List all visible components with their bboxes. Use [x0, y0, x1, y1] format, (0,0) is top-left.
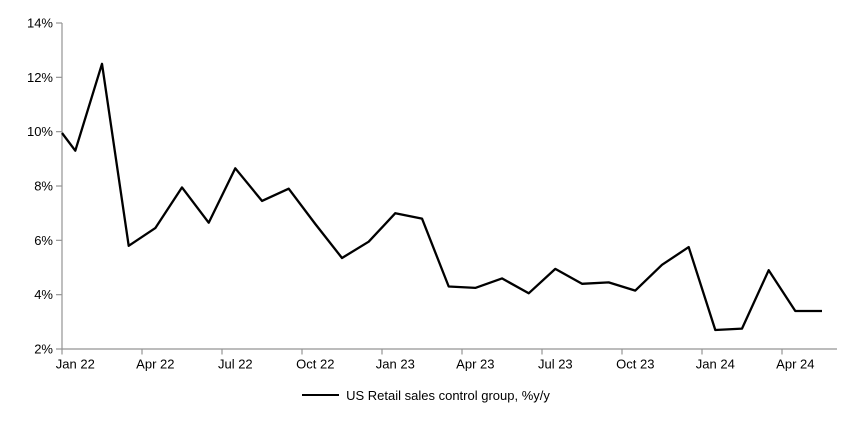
y-axis-tick-label: 10%	[27, 124, 53, 139]
x-axis-tick-label: Jul 23	[538, 357, 573, 372]
x-axis-tick-label: Apr 24	[776, 357, 814, 372]
x-axis-tick-label: Jan 24	[696, 357, 735, 372]
x-axis-tick-label: Oct 22	[296, 357, 334, 372]
y-axis-tick-label: 12%	[27, 70, 53, 85]
x-axis-tick-label: Apr 22	[136, 357, 174, 372]
x-axis-tick-label: Apr 23	[456, 357, 494, 372]
y-axis-tick-label: 4%	[34, 287, 53, 302]
y-axis-tick-label: 2%	[34, 342, 53, 357]
legend-label: US Retail sales control group, %y/y	[346, 387, 550, 403]
y-axis-tick-label: 14%	[27, 16, 53, 31]
y-axis-tick-label: 8%	[34, 179, 53, 194]
y-axis-tick-label: 6%	[34, 233, 53, 248]
legend: US Retail sales control group, %y/y	[0, 386, 852, 404]
x-axis-tick-label: Jan 23	[376, 357, 415, 372]
x-axis-tick-label: Oct 23	[616, 357, 654, 372]
data-line-series	[61, 62, 822, 332]
legend-line-swatch	[302, 393, 340, 397]
x-axis-tick-label: Jul 22	[218, 357, 253, 372]
x-axis-tick-label: Jan 22	[56, 357, 95, 372]
